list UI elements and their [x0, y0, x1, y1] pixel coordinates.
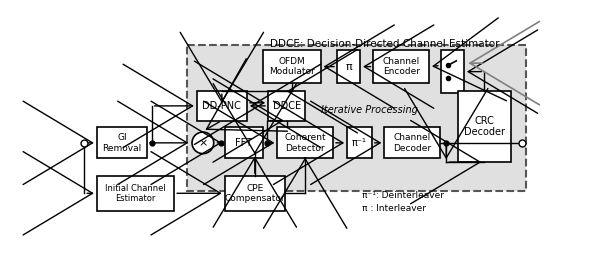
- Text: Coherent
Detector: Coherent Detector: [284, 133, 326, 153]
- Text: OFDM
Modulator: OFDM Modulator: [269, 57, 314, 76]
- Bar: [187, 45, 526, 191]
- Bar: [373, 50, 429, 83]
- Text: DD-PNC: DD-PNC: [202, 101, 241, 111]
- Text: Channel
Encoder: Channel Encoder: [383, 57, 420, 76]
- Bar: [97, 176, 174, 211]
- Bar: [277, 127, 333, 158]
- Text: π: π: [345, 62, 352, 72]
- Text: DDCE: Decision-Directed Channel Estimator: DDCE: Decision-Directed Channel Estimato…: [270, 39, 500, 49]
- Bar: [441, 50, 464, 93]
- Text: Channel
Decoder: Channel Decoder: [393, 133, 431, 153]
- Text: DDCE: DDCE: [272, 101, 301, 111]
- Text: Iterative Processing: Iterative Processing: [321, 105, 418, 115]
- Bar: [347, 127, 372, 158]
- Text: FFT: FFT: [235, 138, 253, 148]
- Text: ×: ×: [198, 138, 208, 148]
- Bar: [337, 50, 360, 83]
- Circle shape: [192, 132, 214, 154]
- Text: π⁻¹: π⁻¹: [352, 138, 367, 148]
- Bar: [263, 50, 320, 83]
- Bar: [224, 176, 285, 211]
- Text: CPE
Compensator: CPE Compensator: [224, 184, 285, 203]
- Bar: [97, 127, 147, 158]
- Bar: [384, 127, 440, 158]
- Bar: [224, 127, 263, 158]
- Text: Initial Channel
Estimator: Initial Channel Estimator: [105, 184, 166, 203]
- Bar: [458, 91, 511, 162]
- Bar: [268, 91, 305, 121]
- Text: GI
Removal: GI Removal: [102, 133, 142, 153]
- Text: π : Interleaver: π : Interleaver: [362, 204, 426, 213]
- Text: CRC
Decoder: CRC Decoder: [464, 116, 505, 138]
- Text: π⁻¹: Deinterleaver: π⁻¹: Deinterleaver: [362, 191, 444, 200]
- Bar: [197, 91, 247, 121]
